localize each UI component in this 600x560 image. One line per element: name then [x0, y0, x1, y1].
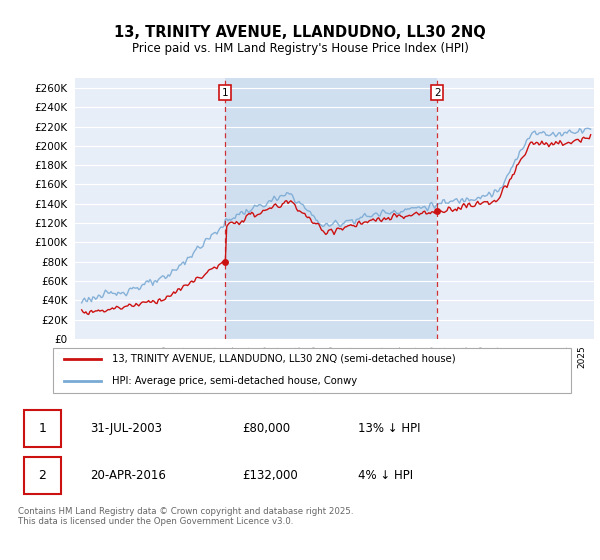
Text: £80,000: £80,000	[242, 422, 290, 435]
Text: Contains HM Land Registry data © Crown copyright and database right 2025.
This d: Contains HM Land Registry data © Crown c…	[18, 507, 353, 526]
Text: 1: 1	[38, 422, 46, 435]
Text: 2: 2	[38, 469, 46, 482]
Text: 13% ↓ HPI: 13% ↓ HPI	[358, 422, 420, 435]
Text: 13, TRINITY AVENUE, LLANDUDNO, LL30 2NQ: 13, TRINITY AVENUE, LLANDUDNO, LL30 2NQ	[114, 25, 486, 40]
Text: 2: 2	[434, 88, 440, 98]
FancyBboxPatch shape	[23, 410, 61, 447]
Text: 1: 1	[221, 88, 228, 98]
FancyBboxPatch shape	[53, 348, 571, 393]
Text: Price paid vs. HM Land Registry's House Price Index (HPI): Price paid vs. HM Land Registry's House …	[131, 42, 469, 55]
Text: HPI: Average price, semi-detached house, Conwy: HPI: Average price, semi-detached house,…	[112, 376, 358, 386]
Text: £132,000: £132,000	[242, 469, 298, 482]
Text: 13, TRINITY AVENUE, LLANDUDNO, LL30 2NQ (semi-detached house): 13, TRINITY AVENUE, LLANDUDNO, LL30 2NQ …	[112, 354, 456, 364]
Text: 31-JUL-2003: 31-JUL-2003	[90, 422, 162, 435]
FancyBboxPatch shape	[23, 457, 61, 494]
Text: 20-APR-2016: 20-APR-2016	[90, 469, 166, 482]
Text: 4% ↓ HPI: 4% ↓ HPI	[358, 469, 413, 482]
Bar	[225, 78, 437, 339]
